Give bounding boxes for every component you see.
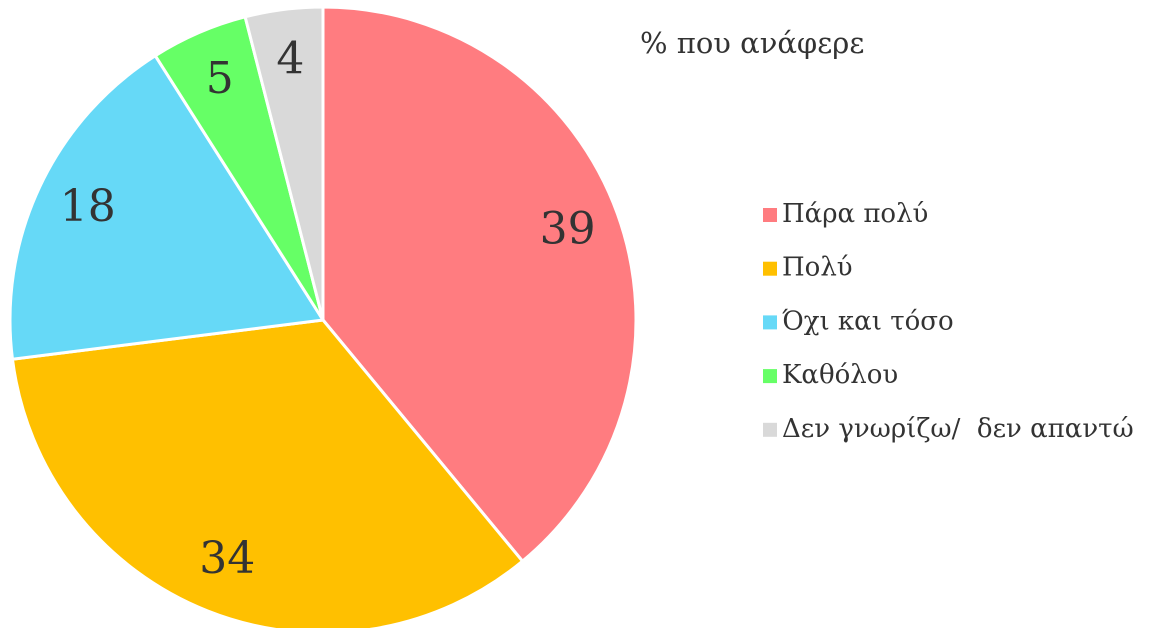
pie-slice [243,5,325,321]
legend-label: Πάρα πολύ [782,199,928,229]
legend-swatch [763,315,777,330]
chart-title: % που ανάφερε [640,26,864,60]
pie-slice [10,318,525,628]
data-label: 18 [60,181,116,232]
pie-slice [8,53,326,361]
data-label: 34 [199,533,255,584]
legend-label: Πολύ [782,253,853,283]
pie-slice [321,5,638,564]
legend-label: Δεν γνωρίζω/ δεν απαντώ [782,414,1134,444]
legend-swatch [763,208,777,222]
legend-swatch [763,261,777,276]
legend-swatch [763,369,777,384]
data-label: 4 [276,34,304,85]
data-label: 5 [206,53,234,104]
data-label: 39 [540,203,596,254]
legend-label: Όχι και τόσο [782,306,954,336]
legend-swatch [763,422,777,437]
legend-label: Καθόλου [782,360,898,390]
